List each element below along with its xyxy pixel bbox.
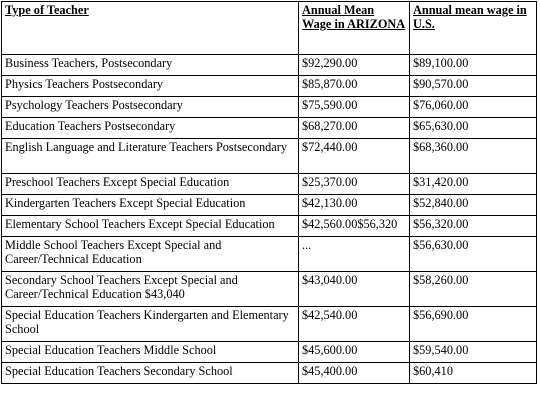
header-arizona-wage: Annual Mean Wage in ARIZONA [298, 1, 410, 55]
arizona-wage-cell: ... [298, 236, 410, 272]
teacher-type-cell: Elementary School Teachers Except Specia… [1, 215, 299, 237]
teacher-type-cell: Kindergarten Teachers Except Special Edu… [1, 194, 299, 216]
arizona-wage-cell: $92,290.00 [298, 54, 410, 76]
arizona-wage-cell: $45,400.00 [298, 362, 410, 384]
table-row: Education Teachers Postsecondary $68,270… [1, 117, 537, 139]
arizona-wage-cell: $68,270.00 [298, 117, 410, 139]
table-row: Middle School Teachers Except Special an… [1, 236, 537, 272]
table-row: Special Education Teachers Kindergarten … [1, 306, 537, 342]
teacher-type-cell: Middle School Teachers Except Special an… [1, 236, 299, 272]
teacher-type-cell: Special Education Teachers Secondary Sch… [1, 362, 299, 384]
arizona-wage-cell: $45,600.00 [298, 341, 410, 363]
us-wage-cell: $31,420.00 [409, 173, 537, 195]
teacher-type-cell: English Language and Literature Teachers… [1, 138, 299, 174]
us-wage-cell: $76,060.00 [409, 96, 537, 118]
table-row: Kindergarten Teachers Except Special Edu… [1, 194, 537, 216]
arizona-wage-cell: $85,870.00 [298, 75, 410, 97]
wage-table: Type of Teacher Annual Mean Wage in ARIZ… [1, 1, 537, 384]
table-row: Special Education Teachers Middle School… [1, 341, 537, 363]
teacher-type-cell: Physics Teachers Postsecondary [1, 75, 299, 97]
teacher-type-cell: Special Education Teachers Middle School [1, 341, 299, 363]
table-row: Special Education Teachers Secondary Sch… [1, 362, 537, 384]
table-row: Preschool Teachers Except Special Educat… [1, 173, 537, 195]
teacher-type-cell: Education Teachers Postsecondary [1, 117, 299, 139]
table-row: Business Teachers, Postsecondary $92,290… [1, 54, 537, 76]
arizona-wage-cell: $25,370.00 [298, 173, 410, 195]
teacher-type-cell: Secondary School Teachers Except Special… [1, 271, 299, 307]
arizona-wage-cell: $75,590.00 [298, 96, 410, 118]
table-row: Psychology Teachers Postsecondary $75,59… [1, 96, 537, 118]
us-wage-cell: $65,630.00 [409, 117, 537, 139]
us-wage-cell: $59,540.00 [409, 341, 537, 363]
arizona-wage-cell: $42,560.00$56,320 [298, 215, 410, 237]
us-wage-cell: $68,360.00 [409, 138, 537, 174]
arizona-wage-cell: $42,540.00 [298, 306, 410, 342]
table-row: Secondary School Teachers Except Special… [1, 271, 537, 307]
header-us-wage: Annual mean wage in U.S. [409, 1, 537, 55]
arizona-wage-cell: $43,040.00 [298, 271, 410, 307]
wage-table-container: Type of Teacher Annual Mean Wage in ARIZ… [1, 1, 537, 384]
arizona-wage-cell: $42,130.00 [298, 194, 410, 216]
table-row: English Language and Literature Teachers… [1, 138, 537, 174]
us-wage-cell: $56,690.00 [409, 306, 537, 342]
us-wage-cell: $52,840.00 [409, 194, 537, 216]
teacher-type-cell: Special Education Teachers Kindergarten … [1, 306, 299, 342]
us-wage-cell: $56,630.00 [409, 236, 537, 272]
us-wage-cell: $89,100.00 [409, 54, 537, 76]
arizona-wage-cell: $72,440.00 [298, 138, 410, 174]
table-row: Elementary School Teachers Except Specia… [1, 215, 537, 237]
header-row: Type of Teacher Annual Mean Wage in ARIZ… [1, 1, 537, 55]
teacher-type-cell: Business Teachers, Postsecondary [1, 54, 299, 76]
us-wage-cell: $90,570.00 [409, 75, 537, 97]
us-wage-cell: $56,320.00 [409, 215, 537, 237]
teacher-type-cell: Preschool Teachers Except Special Educat… [1, 173, 299, 195]
teacher-type-cell: Psychology Teachers Postsecondary [1, 96, 299, 118]
table-row: Physics Teachers Postsecondary $85,870.0… [1, 75, 537, 97]
us-wage-cell: $58,260.00 [409, 271, 537, 307]
us-wage-cell: $60,410 [409, 362, 537, 384]
header-type-of-teacher: Type of Teacher [1, 1, 299, 55]
